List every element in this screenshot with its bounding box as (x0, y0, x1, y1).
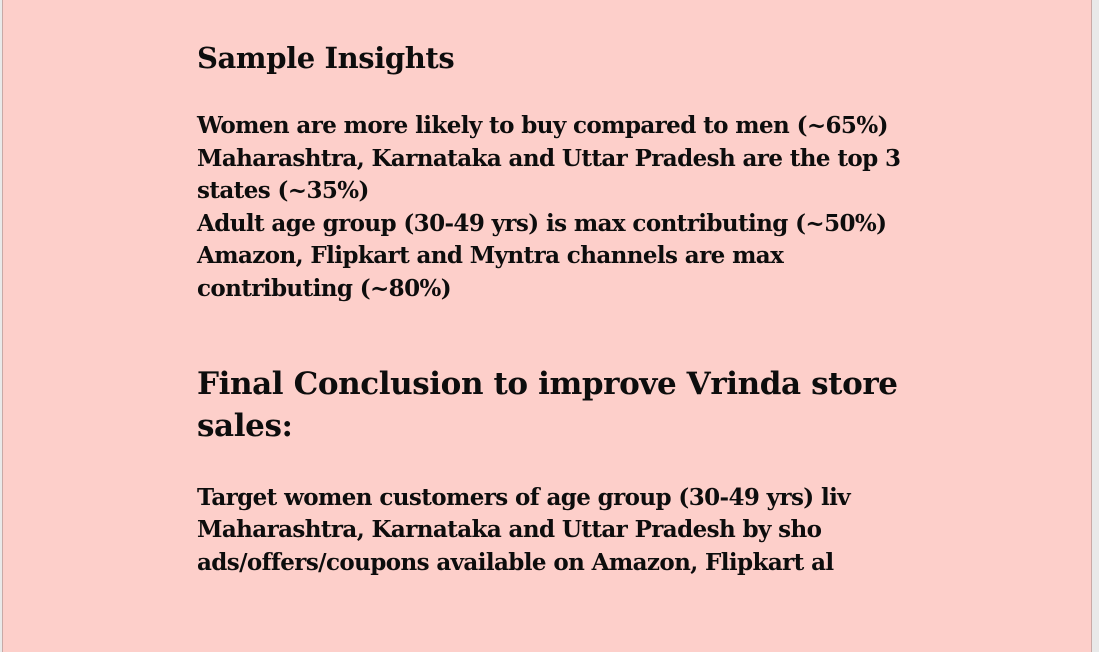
slide-text-content: Sample Insights Women are more likely to… (197, 38, 917, 579)
insight-line: Women are more likely to buy compared to… (197, 112, 888, 139)
final-conclusion-heading-line: sales: (197, 408, 293, 445)
conclusion-line: ads/offers/coupons available on Amazon, … (197, 548, 834, 576)
conclusion-line: Maharashtra, Karnataka and Uttar Pradesh… (197, 516, 822, 544)
conclusion-line: Target women customers of age group (30-… (197, 483, 851, 511)
insight-line: Maharashtra, Karnataka and Uttar Pradesh… (197, 144, 901, 172)
sample-insights-heading: Sample Insights (197, 41, 455, 75)
insight-line: Amazon, Flipkart and Myntra channels are… (197, 242, 784, 270)
insight-line: states (~35%) (197, 177, 369, 205)
final-conclusion-heading-line: Final Conclusion to improve Vrinda store (197, 365, 898, 402)
sample-insights-list: Women are more likely to buy compared to… (197, 110, 917, 306)
insight-line: contributing (~80%) (197, 274, 452, 302)
final-conclusion-heading: Final Conclusion to improve Vrinda store… (197, 363, 917, 448)
insight-line: Adult age group (30-49 yrs) is max contr… (197, 209, 887, 237)
final-conclusion-body: Target women customers of age group (30-… (197, 482, 865, 580)
